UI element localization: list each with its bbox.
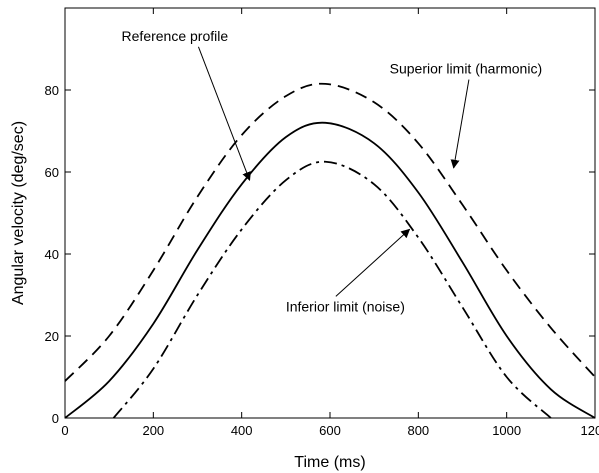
series-layer [64,82,596,419]
plot-frame [64,7,596,419]
y-tick-label: 0 [52,411,59,426]
x-tick-label: 200 [142,423,164,438]
y-tick-label: 80 [45,83,59,98]
annotation-arrow [450,79,470,169]
annotation-label: Inferior limit (noise) [286,298,405,314]
y-axis-label: Angular velocity (deg/sec) [10,121,27,305]
annotation-label: Superior limit (harmonic) [390,61,542,77]
series-line-dashed [64,82,596,382]
series-line-solid [64,121,596,419]
x-tick-label: 400 [231,423,253,438]
x-tick-label: 800 [407,423,429,438]
x-tick-label: 0 [61,423,68,438]
y-tick-label: 20 [45,329,59,344]
x-tick-label: 600 [319,423,341,438]
y-tick-label: 40 [45,247,59,262]
series-line-dashdot [112,160,552,419]
annotation-layer: Reference profile Superior limit (harmoni… [122,28,543,315]
x-tick-label: 1000 [492,423,521,438]
annotation-arrow [197,46,251,182]
y-tick-label: 60 [45,165,59,180]
x-axis-label: Time (ms) [294,454,365,471]
annotation-arrow [335,228,411,297]
annotation-label: Reference profile [122,28,229,44]
